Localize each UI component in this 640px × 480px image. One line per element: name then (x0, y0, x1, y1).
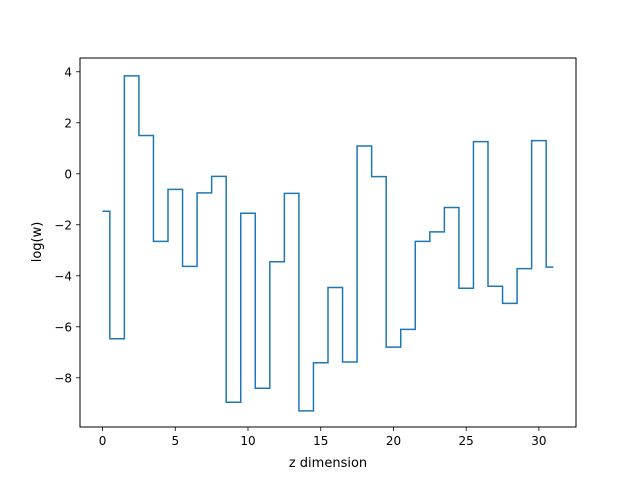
y-axis-ticks: −8 −6 −4 −2 0 2 4 (54, 65, 80, 385)
x-axis-label: z dimension (289, 456, 367, 471)
y-tick-label: 2 (64, 116, 72, 130)
axes-frame (79, 57, 577, 428)
x-axis-ticks: 0 5 10 15 20 25 30 (99, 427, 547, 448)
plot-area (102, 75, 554, 412)
x-tick-label: 20 (386, 434, 401, 448)
x-tick-label: 15 (313, 434, 328, 448)
y-tick-label: −4 (54, 269, 72, 283)
series-step-line (102, 75, 554, 412)
x-tick-label: 10 (240, 434, 255, 448)
y-tick-label: 4 (64, 65, 72, 79)
y-axis-label: log(w) (30, 222, 45, 263)
y-tick-label: −2 (54, 218, 72, 232)
x-tick-label: 25 (459, 434, 474, 448)
y-tick-label: −8 (54, 371, 72, 385)
x-tick-label: 30 (531, 434, 546, 448)
x-tick-label: 5 (171, 434, 179, 448)
y-tick-label: −6 (54, 320, 72, 334)
x-tick-label: 0 (99, 434, 107, 448)
y-tick-label: 0 (64, 167, 72, 181)
